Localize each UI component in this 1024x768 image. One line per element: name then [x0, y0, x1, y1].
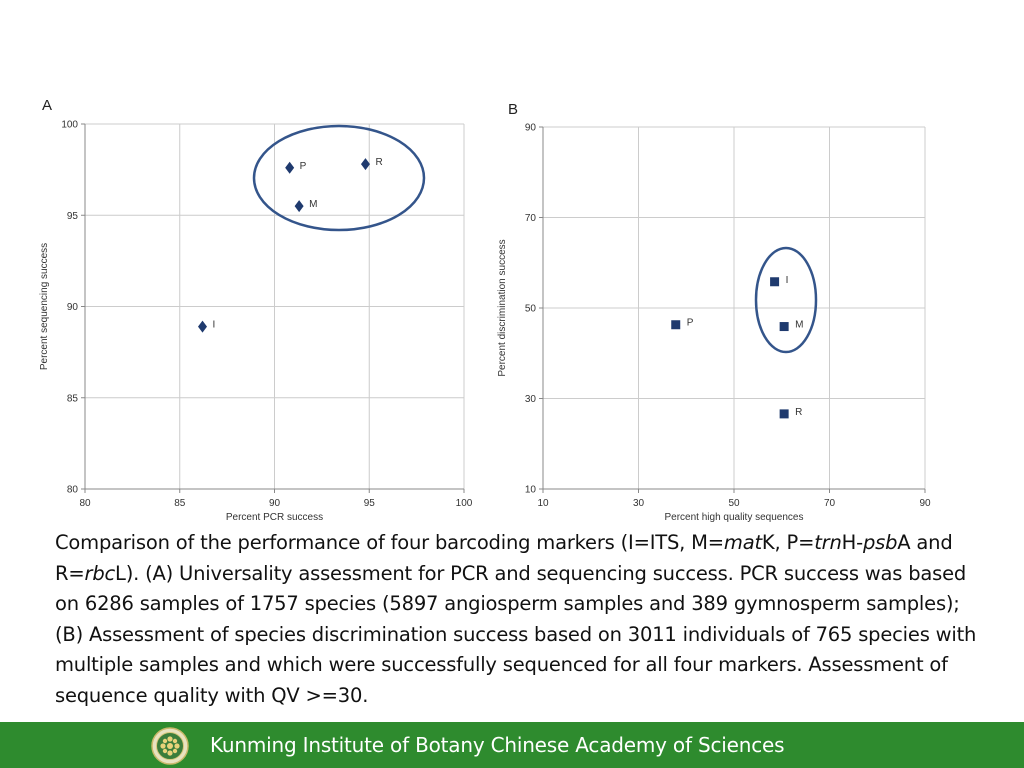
chart-b-ytick-label: 70: [525, 213, 537, 224]
chart-b-highlight-ellipse: [754, 246, 818, 354]
chart-b-x-axis-title: Percent high quality sequences: [665, 512, 804, 523]
chart-b-point-i: [770, 277, 780, 287]
figure-caption: Comparison of the performance of four ba…: [55, 528, 990, 711]
caption-text-5: L). (A) Universality assessment for PCR …: [55, 561, 977, 707]
chart-a-point-i: [197, 320, 207, 333]
chart-a-point-label-p: P: [300, 161, 307, 172]
chart-a-point-p: [285, 161, 295, 174]
chart-b-ytick-label: 30: [525, 394, 537, 405]
chart-a-xtick-label: 85: [174, 498, 186, 509]
chart-b-point-m: [779, 322, 789, 332]
chart-a-ytick-label: 100: [61, 120, 78, 131]
chart-b-xtick-label: 30: [633, 498, 645, 509]
chart-a-xtick-label: 80: [79, 498, 91, 509]
chart-a-point-label-m: M: [309, 199, 317, 210]
caption-text-2: K, P=: [761, 531, 815, 554]
chart-b-ytick-label: 50: [525, 304, 537, 315]
caption-italic-psb: psb: [862, 531, 898, 554]
chart-b-xtick-label: 10: [537, 498, 549, 509]
chart-b-point-label-m: M: [795, 320, 803, 331]
chart-a-point-r: [360, 158, 370, 171]
chart-a-ytick-label: 85: [67, 393, 79, 404]
chart-b-point-p: [671, 320, 681, 330]
charts-area: 80 85 90 95 100 80 85 90 95 100 Percent PCR succes…: [39, 97, 931, 523]
chart-b-point-r: [779, 409, 789, 419]
caption-text-1: Comparison of the performance of four ba…: [55, 531, 724, 554]
chart-b-xtick-label: 50: [728, 498, 740, 509]
chart-a-point-label-r: R: [375, 157, 382, 168]
chart-a-xtick-label: 90: [269, 498, 281, 509]
chart-a-panel-label: A: [42, 97, 52, 114]
footer-text: Kunming Institute of Botany Chinese Acad…: [210, 733, 785, 757]
caption-italic-trn: trn: [814, 531, 842, 554]
chart-a-ytick-label: 90: [67, 302, 79, 313]
chart-a-point-m: [294, 200, 304, 213]
chart-a-ytick-label: 95: [67, 211, 79, 222]
chart-a-ytick-label: 80: [67, 485, 79, 496]
chart-b-ytick-label: 90: [525, 123, 537, 134]
chart-b-ytick-label: 10: [525, 485, 537, 496]
institute-seal-icon: [151, 727, 189, 765]
chart-b-point-label-i: I: [786, 275, 789, 286]
chart-a-point-label-i: I: [212, 320, 215, 331]
chart-b-xtick-label: 70: [824, 498, 836, 509]
caption-text-4: A and R=: [55, 531, 953, 585]
chart-a-y-axis-title: Percent sequencing success: [39, 243, 50, 370]
chart-b-point-label-r: R: [795, 407, 802, 418]
chart-a-x-axis-title: Percent PCR success: [226, 512, 323, 523]
chart-b-panel-label: B: [508, 101, 518, 118]
caption-text-3: H-: [841, 531, 864, 554]
chart-a-highlight-ellipse: [252, 124, 426, 232]
chart-b-y-axis-title: Percent discrimination success: [497, 239, 508, 376]
caption-italic-mat: mat: [723, 531, 762, 554]
chart-b-xtick-label: 90: [919, 498, 931, 509]
chart-a-xtick-label: 100: [456, 498, 473, 509]
chart-a-xtick-label: 95: [364, 498, 376, 509]
caption-italic-rbc: rbc: [84, 561, 116, 585]
chart-b-point-label-p: P: [687, 318, 694, 329]
